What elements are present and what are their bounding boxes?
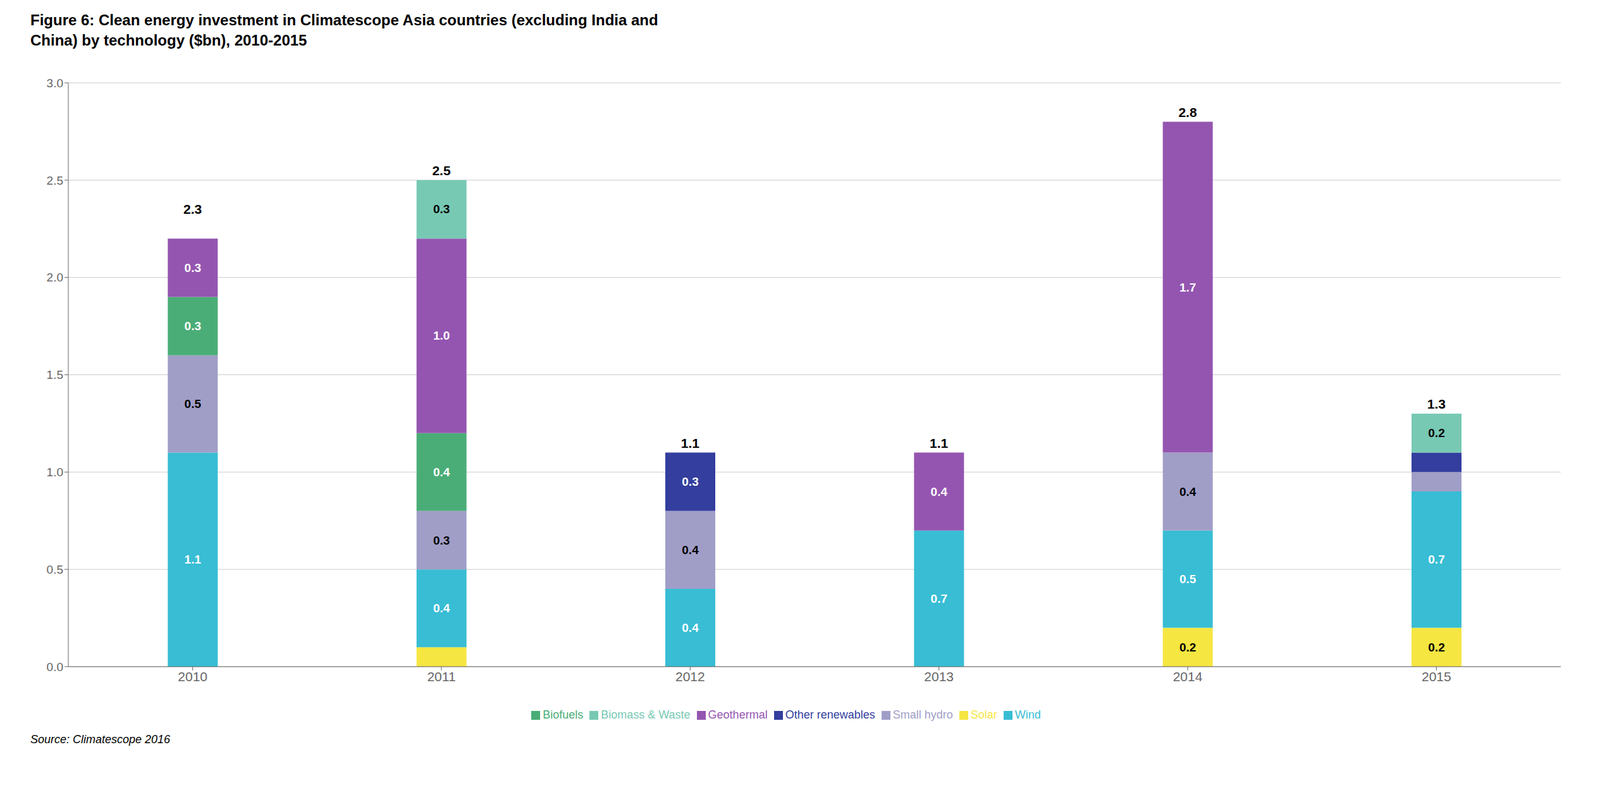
svg-text:0.4: 0.4 xyxy=(930,484,948,498)
svg-text:0.0: 0.0 xyxy=(46,660,64,674)
svg-text:1.1: 1.1 xyxy=(184,552,202,567)
svg-text:0.5: 0.5 xyxy=(184,397,202,411)
svg-text:0.5: 0.5 xyxy=(1179,572,1197,586)
svg-text:0.4: 0.4 xyxy=(433,601,451,615)
svg-text:2010: 2010 xyxy=(177,669,208,684)
svg-text:2015: 2015 xyxy=(1421,669,1452,684)
svg-text:0.4: 0.4 xyxy=(681,543,699,557)
svg-text:1.7: 1.7 xyxy=(1179,280,1196,294)
html-text:Solar: Solar xyxy=(970,708,998,721)
svg-text:2.5: 2.5 xyxy=(46,173,64,187)
html-text:Other renewables: Other renewables xyxy=(785,708,876,721)
svg-text:0.4: 0.4 xyxy=(681,621,699,635)
svg-text:2.8: 2.8 xyxy=(1178,104,1198,119)
svg-text:2.3: 2.3 xyxy=(183,201,202,217)
svg-text:0.7: 0.7 xyxy=(930,591,948,606)
svg-text:0.2: 0.2 xyxy=(1427,640,1445,654)
svg-text:1.5: 1.5 xyxy=(46,368,64,382)
svg-text:2.0: 2.0 xyxy=(46,270,64,284)
svg-text:2.5: 2.5 xyxy=(431,163,451,178)
svg-text:0.4: 0.4 xyxy=(1179,484,1197,498)
html-text:Geothermal: Geothermal xyxy=(708,708,768,721)
svg-text:0.2: 0.2 xyxy=(1179,640,1196,654)
svg-text:3.0: 3.0 xyxy=(46,76,64,90)
svg-text:0.3: 0.3 xyxy=(433,533,450,547)
svg-text:0.3: 0.3 xyxy=(681,474,699,489)
html-text:Wind: Wind xyxy=(1014,708,1041,721)
svg-text:0.3: 0.3 xyxy=(184,319,202,333)
html-text:Biofuels: Biofuels xyxy=(542,708,584,721)
svg-text:0.4: 0.4 xyxy=(433,465,451,479)
svg-text:0.3: 0.3 xyxy=(433,202,450,216)
svg-text:1.3: 1.3 xyxy=(1427,396,1446,412)
svg-text:0.5: 0.5 xyxy=(46,562,64,577)
svg-text:1.0: 1.0 xyxy=(46,465,64,479)
svg-text:2014: 2014 xyxy=(1173,669,1203,684)
svg-text:2013: 2013 xyxy=(923,669,954,684)
svg-text:2011: 2011 xyxy=(426,669,456,684)
svg-text:0.2: 0.2 xyxy=(1427,426,1445,440)
svg-text:2012: 2012 xyxy=(675,669,706,684)
svg-text:1.1: 1.1 xyxy=(929,435,949,450)
html-text:Figure 6: Clean energy investm: Figure 6: Clean energy investment in Cli… xyxy=(30,11,659,49)
svg-text:1.1: 1.1 xyxy=(681,435,701,450)
html-text:Source: Climatescope 2016: Source: Climatescope 2016 xyxy=(30,732,171,746)
svg-text:0.7: 0.7 xyxy=(1427,552,1445,567)
svg-text:0.3: 0.3 xyxy=(184,261,202,275)
html-text:Biomass & Waste: Biomass & Waste xyxy=(600,708,691,721)
svg-text:1.0: 1.0 xyxy=(433,328,450,343)
html-text:Small hydro: Small hydro xyxy=(892,708,953,721)
